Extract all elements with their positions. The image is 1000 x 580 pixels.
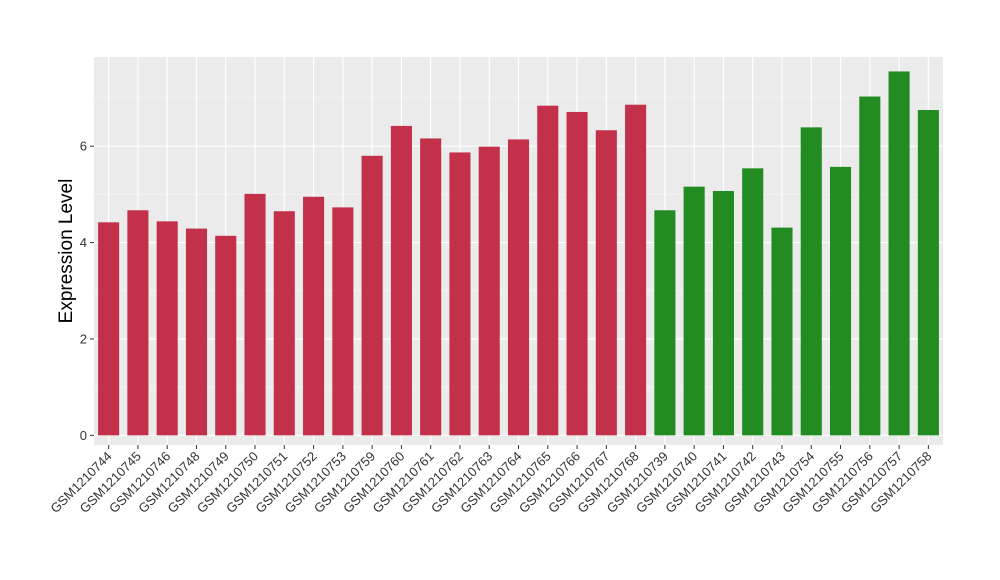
y-tick-label: 4 <box>80 235 87 250</box>
bar-GSM1210757 <box>888 71 910 436</box>
bar-GSM1210739 <box>654 210 676 436</box>
bar-GSM1210762 <box>449 152 471 436</box>
bars <box>98 71 939 436</box>
bar-GSM1210767 <box>595 130 617 436</box>
y-axis: 0 2 4 6 <box>80 139 94 443</box>
bar-GSM1210750 <box>244 193 266 436</box>
bar-GSM1210741 <box>712 190 734 436</box>
bar-GSM1210746 <box>156 221 178 436</box>
bar-GSM1210761 <box>420 138 442 436</box>
bar-GSM1210743 <box>771 227 793 436</box>
bar-GSM1210760 <box>390 125 412 436</box>
bar-GSM1210766 <box>566 111 588 436</box>
bar-GSM1210740 <box>683 186 705 436</box>
y-axis-title: Expression Level <box>56 179 77 324</box>
bar-GSM1210763 <box>478 146 500 436</box>
bar-GSM1210744 <box>98 222 120 436</box>
bar-GSM1210754 <box>800 127 822 436</box>
y-tick-label: 0 <box>80 428 87 443</box>
y-tick-label: 6 <box>80 139 87 154</box>
bar-GSM1210752 <box>303 196 325 436</box>
bar-GSM1210749 <box>215 235 237 436</box>
bar-GSM1210755 <box>829 166 852 436</box>
bar-GSM1210764 <box>507 139 530 436</box>
x-axis: GSM1210744GSM1210745GSM1210746GSM1210748… <box>47 445 934 516</box>
y-tick-label: 2 <box>80 331 87 346</box>
bar-GSM1210742 <box>742 168 764 436</box>
bar-GSM1210756 <box>859 96 881 436</box>
bar-GSM1210758 <box>917 110 939 436</box>
bar-GSM1210753 <box>332 207 354 436</box>
bar-GSM1210748 <box>185 228 208 436</box>
bar-GSM1210751 <box>273 211 295 436</box>
bar-GSM1210765 <box>537 105 559 436</box>
bar-GSM1210745 <box>127 210 149 436</box>
bar-GSM1210768 <box>625 104 647 436</box>
bar-GSM1210759 <box>361 155 383 436</box>
